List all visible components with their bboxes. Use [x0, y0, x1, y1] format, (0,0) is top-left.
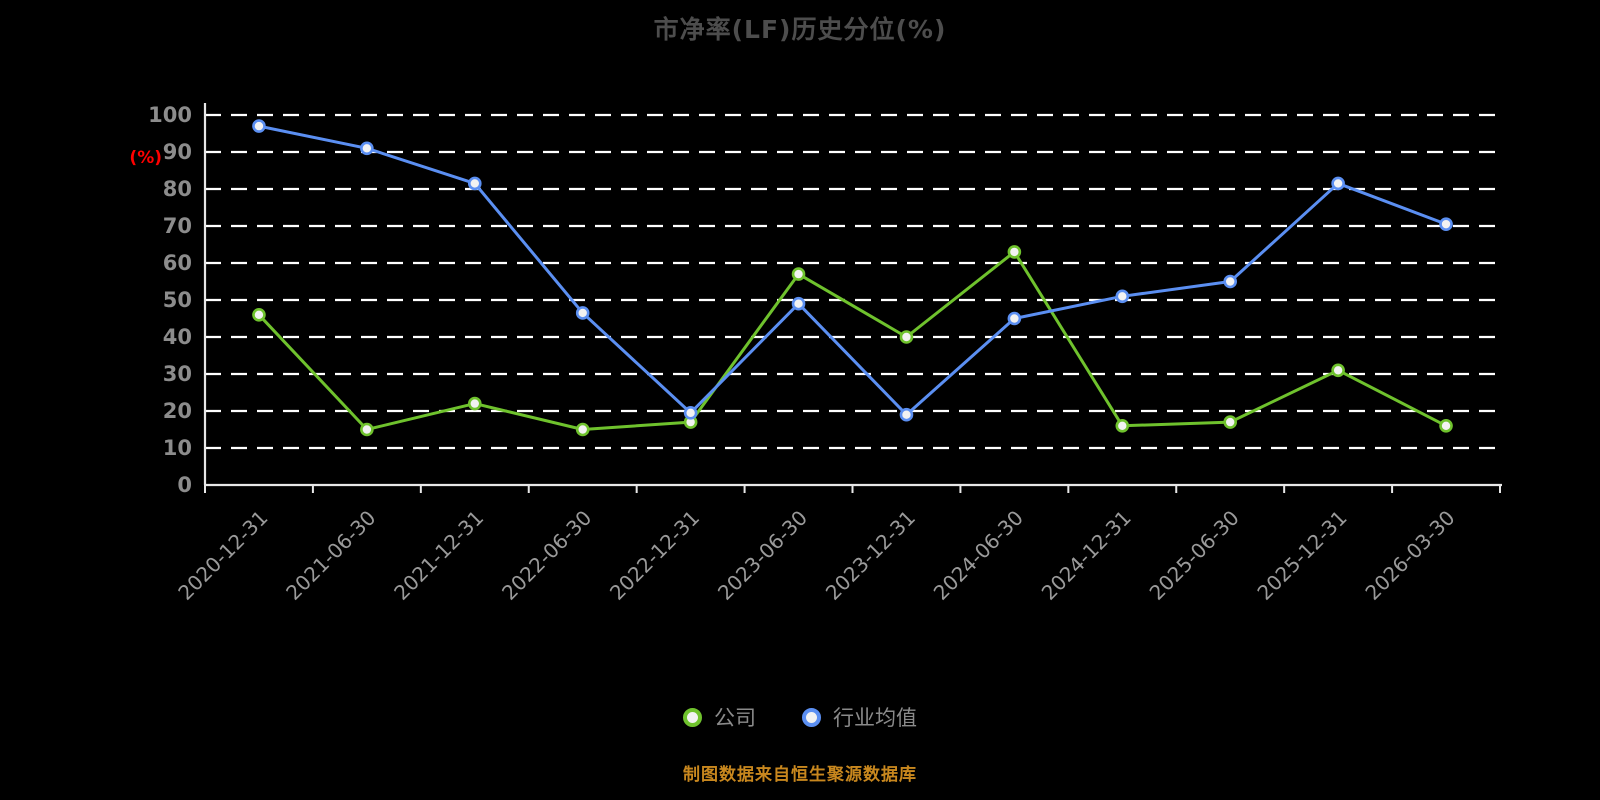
company-series-marker-icon — [683, 707, 702, 727]
svg-text:0: 0 — [177, 473, 192, 497]
legend-label-company: 公司 — [714, 706, 756, 730]
svg-text:20: 20 — [163, 399, 192, 423]
svg-text:2021-12-31: 2021-12-31 — [389, 506, 488, 605]
svg-text:2024-12-31: 2024-12-31 — [1037, 506, 1136, 605]
svg-text:2026-03-30: 2026-03-30 — [1360, 506, 1459, 605]
svg-text:80: 80 — [163, 177, 192, 201]
legend-item-industry-average[interactable]: 行业均值 — [802, 702, 917, 732]
svg-text:2022-12-31: 2022-12-31 — [605, 506, 704, 605]
svg-text:50: 50 — [163, 288, 192, 312]
series-company — [252, 245, 1453, 437]
svg-text:2023-06-30: 2023-06-30 — [713, 506, 812, 605]
industry-average-series-marker-icon — [802, 707, 821, 727]
x-axis-tick-labels: 2020-12-31 2021-06-30 2021-12-31 2022-06-30… — [173, 506, 1459, 605]
chart-legend: 公司 行业均值 — [0, 702, 1600, 732]
legend-label-industry-average: 行业均值 — [833, 706, 917, 730]
svg-text:30: 30 — [163, 362, 192, 386]
svg-text:2024-06-30: 2024-06-30 — [929, 506, 1028, 605]
chart-title: 市净率(LF)历史分位(%) — [653, 15, 947, 44]
svg-text:2020-12-31: 2020-12-31 — [173, 506, 272, 605]
svg-text:90: 90 — [163, 140, 192, 164]
svg-text:2021-06-30: 2021-06-30 — [281, 506, 380, 605]
svg-text:10: 10 — [163, 436, 192, 460]
svg-text:2025-12-31: 2025-12-31 — [1252, 506, 1351, 605]
svg-text:40: 40 — [163, 325, 192, 349]
svg-text:70: 70 — [163, 214, 192, 238]
svg-text:2023-12-31: 2023-12-31 — [821, 506, 920, 605]
legend-item-company[interactable]: 公司 — [683, 702, 756, 732]
series-industry-average — [252, 119, 1453, 422]
data-source-note: 制图数据来自恒生聚源数据库 — [683, 765, 917, 785]
y-axis-tick-labels: 0 10 20 30 40 50 60 70 80 90 100 — [148, 103, 192, 497]
y-axis-unit-label: (%) — [129, 148, 162, 168]
svg-text:60: 60 — [163, 251, 192, 275]
svg-text:100: 100 — [148, 103, 192, 127]
svg-text:2025-06-30: 2025-06-30 — [1145, 506, 1244, 605]
svg-text:2022-06-30: 2022-06-30 — [497, 506, 596, 605]
axes — [203, 103, 1502, 493]
y-gridlines — [205, 113, 1500, 450]
